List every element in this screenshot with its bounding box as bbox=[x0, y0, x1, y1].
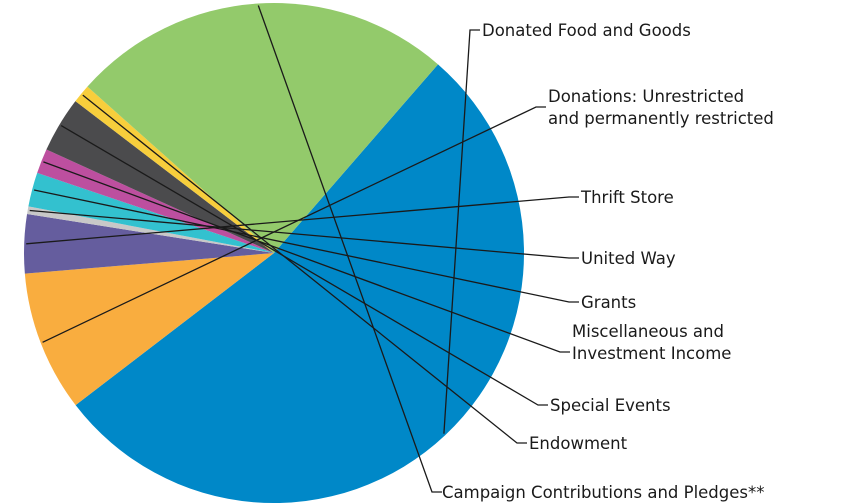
label-grants: Grants bbox=[581, 293, 636, 312]
label-thrift-store: Thrift Store bbox=[580, 188, 674, 207]
label-campaign-contributions: Campaign Contributions and Pledges** bbox=[442, 483, 765, 502]
label-special-events: Special Events bbox=[550, 396, 671, 415]
label-donations-unrestricted: Donations: Unrestricted and permanently r… bbox=[548, 87, 774, 128]
label-endowment: Endowment bbox=[529, 434, 628, 453]
pie-slices bbox=[24, 3, 524, 503]
label-miscellaneous-and-investment: Miscellaneous and Investment Income bbox=[572, 322, 731, 363]
label-united-way: United Way bbox=[581, 249, 676, 268]
label-donated-food-and-goods: Donated Food and Goods bbox=[482, 21, 691, 40]
